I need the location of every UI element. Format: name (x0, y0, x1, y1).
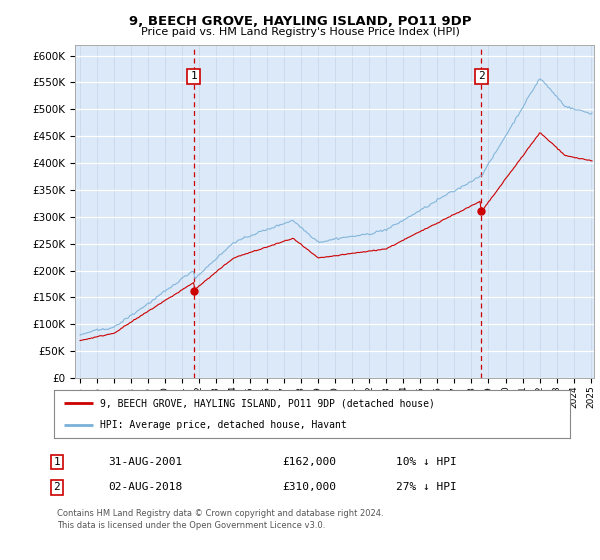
Text: 9, BEECH GROVE, HAYLING ISLAND, PO11 9DP: 9, BEECH GROVE, HAYLING ISLAND, PO11 9DP (129, 15, 471, 27)
Text: 1: 1 (190, 72, 197, 81)
Text: Price paid vs. HM Land Registry's House Price Index (HPI): Price paid vs. HM Land Registry's House … (140, 27, 460, 37)
Text: This data is licensed under the Open Government Licence v3.0.: This data is licensed under the Open Gov… (57, 521, 325, 530)
Text: 2: 2 (53, 482, 61, 492)
Text: £310,000: £310,000 (282, 482, 336, 492)
Text: 1: 1 (53, 457, 61, 467)
Text: 10% ↓ HPI: 10% ↓ HPI (396, 457, 457, 467)
Text: 9, BEECH GROVE, HAYLING ISLAND, PO11 9DP (detached house): 9, BEECH GROVE, HAYLING ISLAND, PO11 9DP… (100, 398, 436, 408)
Text: 2: 2 (478, 72, 485, 81)
Text: 02-AUG-2018: 02-AUG-2018 (108, 482, 182, 492)
Text: 31-AUG-2001: 31-AUG-2001 (108, 457, 182, 467)
Text: HPI: Average price, detached house, Havant: HPI: Average price, detached house, Hava… (100, 420, 347, 430)
Text: £162,000: £162,000 (282, 457, 336, 467)
Text: Contains HM Land Registry data © Crown copyright and database right 2024.: Contains HM Land Registry data © Crown c… (57, 510, 383, 519)
Text: 27% ↓ HPI: 27% ↓ HPI (396, 482, 457, 492)
